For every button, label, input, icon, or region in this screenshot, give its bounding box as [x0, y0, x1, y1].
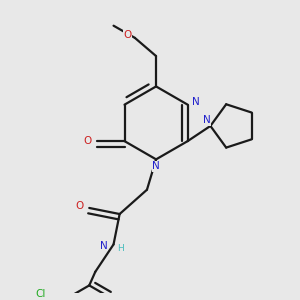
Text: N: N: [100, 241, 108, 251]
Text: N: N: [152, 161, 160, 171]
Text: O: O: [75, 201, 84, 212]
Text: N: N: [192, 97, 200, 106]
Text: O: O: [123, 30, 131, 40]
Text: H: H: [117, 244, 124, 253]
Text: O: O: [83, 136, 92, 146]
Text: Cl: Cl: [35, 289, 45, 299]
Text: N: N: [203, 116, 211, 125]
